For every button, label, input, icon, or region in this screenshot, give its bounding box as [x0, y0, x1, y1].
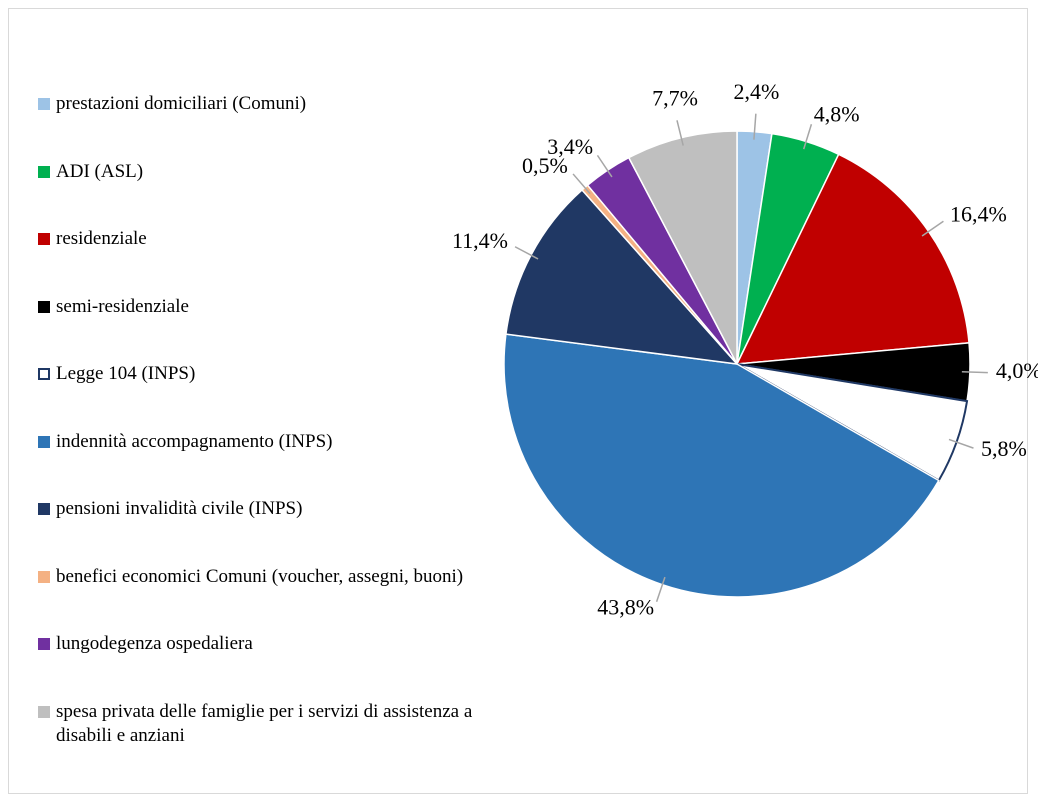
data-label: 0,5%	[522, 153, 568, 178]
data-label: 4,0%	[996, 358, 1038, 383]
legend-entry: ADI (ASL)	[38, 160, 496, 184]
legend-swatch	[38, 435, 50, 448]
legend-swatch	[38, 98, 50, 110]
legend-entry: prestazioni domiciliari (Comuni)	[38, 92, 496, 116]
legend-swatch	[38, 503, 50, 515]
leader-line	[948, 438, 974, 449]
leader-line	[961, 371, 988, 374]
chart-frame	[8, 8, 1028, 794]
data-label: 16,4%	[950, 202, 1007, 227]
data-label: 11,4%	[452, 228, 508, 253]
legend-label: lungodegenza ospedaliera	[56, 633, 253, 654]
leader-line	[572, 173, 591, 195]
legend-entry: benefici economici Comuni (voucher, asse…	[38, 565, 496, 589]
legend-label: residenziale	[56, 228, 147, 249]
legend-swatch	[38, 233, 50, 245]
data-label: 7,7%	[652, 86, 698, 111]
leader-line	[753, 113, 757, 140]
legend-swatch	[38, 638, 50, 650]
legend-swatch	[38, 570, 50, 583]
data-label: 4,8%	[814, 102, 860, 127]
legend-label: prestazioni domiciliari (Comuni)	[56, 93, 307, 114]
legend-label: pensioni invalidità civile (INPS)	[56, 498, 303, 519]
leader-line	[596, 154, 613, 178]
legend-swatch	[38, 705, 50, 718]
data-label: 43,8%	[597, 594, 654, 619]
legend-label: Legge 104 (INPS)	[56, 363, 196, 384]
legend-entry: spesa privata delle famiglie per i servi…	[38, 700, 496, 748]
leader-line	[676, 120, 684, 146]
leader-line	[921, 220, 944, 237]
legend-entry: semi-residenziale	[38, 295, 496, 319]
legend-label: benefici economici Comuni (voucher, asse…	[56, 565, 464, 587]
data-label: 5,8%	[981, 436, 1027, 461]
data-label: 2,4%	[734, 79, 780, 104]
legend-swatch	[38, 368, 50, 380]
legend-entry: lungodegenza ospedaliera	[38, 632, 496, 656]
leader-line	[802, 124, 813, 150]
legend-label: semi-residenziale	[56, 295, 189, 317]
legend-swatch	[38, 300, 50, 313]
legend-label: ADI (ASL)	[56, 160, 144, 182]
legend-label: spesa privata delle famiglie per i servi…	[56, 700, 473, 746]
data-label: 3,4%	[547, 134, 593, 159]
legend-swatch	[38, 165, 50, 178]
legend-entry: pensioni invalidità civile (INPS)	[38, 497, 496, 521]
legend-label: indennità accompagnamento (INPS)	[56, 430, 333, 452]
leader-line	[514, 246, 539, 260]
legend-entry: Legge 104 (INPS)	[38, 362, 496, 386]
leader-line	[655, 576, 666, 603]
legend-entry: indennità accompagnamento (INPS)	[38, 430, 496, 454]
legend-entry: residenziale	[38, 227, 496, 251]
